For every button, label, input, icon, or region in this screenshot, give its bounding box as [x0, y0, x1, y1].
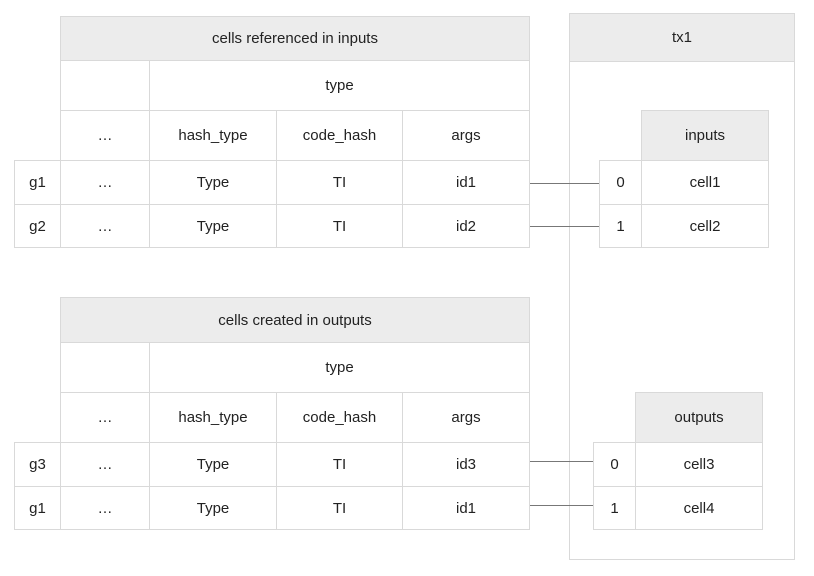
tx-output-index: 1 — [593, 486, 636, 530]
inputs-row-cell: Type — [149, 160, 277, 205]
inputs-col-hash-type: hash_type — [149, 110, 277, 161]
inputs-col-args: args — [402, 110, 530, 161]
inputs-col-code-hash: code_hash — [276, 110, 403, 161]
outputs-col-code-hash: code_hash — [276, 392, 403, 443]
outputs-col-ellipsis: … — [60, 392, 150, 443]
connector-line — [530, 505, 593, 506]
outputs-row-cell: TI — [276, 442, 403, 487]
tx-outputs-header: outputs — [635, 392, 763, 443]
outputs-empty-cell — [60, 342, 150, 393]
inputs-table-title: cells referenced in inputs — [60, 16, 530, 61]
tx-inputs-header: inputs — [641, 110, 769, 161]
outputs-row-cell: … — [60, 442, 150, 487]
outputs-table-title: cells created in outputs — [60, 297, 530, 343]
tx-output-cell: cell3 — [635, 442, 763, 487]
outputs-type-header: type — [149, 342, 530, 393]
inputs-row-cell: TI — [276, 204, 403, 248]
inputs-type-header: type — [149, 60, 530, 111]
inputs-empty-cell — [60, 60, 150, 111]
tx-input-index: 1 — [599, 204, 642, 248]
outputs-row-cell: id1 — [402, 486, 530, 530]
tx-input-cell: cell2 — [641, 204, 769, 248]
tx-title: tx1 — [569, 13, 795, 62]
inputs-row-cell: … — [60, 204, 150, 248]
outputs-row-cell: Type — [149, 442, 277, 487]
inputs-row-cell: Type — [149, 204, 277, 248]
inputs-row-cell: … — [60, 160, 150, 205]
outputs-row-cell: TI — [276, 486, 403, 530]
connector-line — [530, 226, 599, 227]
inputs-row-cell: id1 — [402, 160, 530, 205]
tx-input-index: 0 — [599, 160, 642, 205]
inputs-row-cell: id2 — [402, 204, 530, 248]
outputs-row-group: g1 — [14, 486, 61, 530]
outputs-row-cell: … — [60, 486, 150, 530]
outputs-col-hash-type: hash_type — [149, 392, 277, 443]
tx-output-index: 0 — [593, 442, 636, 487]
tx-output-cell: cell4 — [635, 486, 763, 530]
outputs-row-group: g3 — [14, 442, 61, 487]
outputs-row-cell: Type — [149, 486, 277, 530]
tx-input-cell: cell1 — [641, 160, 769, 205]
connector-line — [530, 461, 593, 462]
outputs-row-cell: id3 — [402, 442, 530, 487]
inputs-row-group: g1 — [14, 160, 61, 205]
connector-line — [530, 183, 599, 184]
outputs-col-args: args — [402, 392, 530, 443]
inputs-col-ellipsis: … — [60, 110, 150, 161]
inputs-row-cell: TI — [276, 160, 403, 205]
inputs-row-group: g2 — [14, 204, 61, 248]
